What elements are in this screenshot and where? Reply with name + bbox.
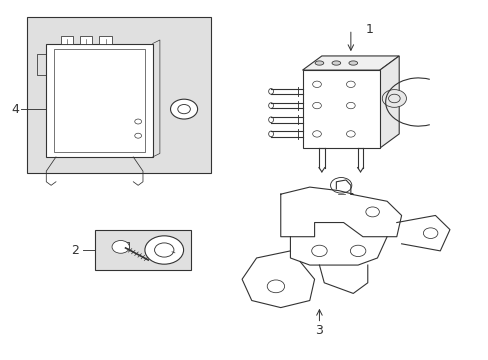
Bar: [46, 44, 152, 157]
Text: 1: 1: [365, 23, 372, 36]
Circle shape: [388, 94, 399, 103]
Bar: [61, 36, 73, 44]
Circle shape: [350, 245, 365, 257]
Ellipse shape: [314, 61, 323, 65]
Ellipse shape: [268, 131, 273, 137]
Polygon shape: [379, 56, 398, 148]
Circle shape: [330, 177, 351, 193]
Circle shape: [382, 90, 406, 107]
Circle shape: [312, 131, 321, 137]
Circle shape: [144, 236, 183, 264]
Bar: [99, 36, 111, 44]
Circle shape: [365, 207, 379, 217]
Bar: [27, 17, 210, 173]
Bar: [302, 70, 379, 148]
Circle shape: [266, 280, 284, 293]
Ellipse shape: [268, 89, 273, 94]
Bar: [114, 242, 129, 248]
Polygon shape: [302, 56, 398, 70]
Ellipse shape: [348, 61, 357, 65]
Text: 4: 4: [11, 103, 19, 116]
Circle shape: [170, 99, 197, 119]
Circle shape: [312, 81, 321, 87]
Bar: [95, 230, 191, 270]
Circle shape: [112, 240, 129, 253]
Circle shape: [178, 104, 190, 114]
Circle shape: [135, 119, 141, 124]
Circle shape: [423, 228, 437, 238]
Bar: [53, 49, 145, 152]
Circle shape: [346, 102, 354, 109]
Bar: [80, 36, 92, 44]
Circle shape: [346, 131, 354, 137]
Circle shape: [311, 245, 326, 257]
Text: 2: 2: [71, 243, 79, 257]
Ellipse shape: [268, 103, 273, 108]
Circle shape: [312, 102, 321, 109]
Ellipse shape: [331, 61, 340, 65]
Circle shape: [346, 81, 354, 87]
Circle shape: [154, 243, 174, 257]
Circle shape: [135, 133, 141, 138]
Ellipse shape: [268, 117, 273, 123]
Text: 3: 3: [315, 324, 323, 337]
